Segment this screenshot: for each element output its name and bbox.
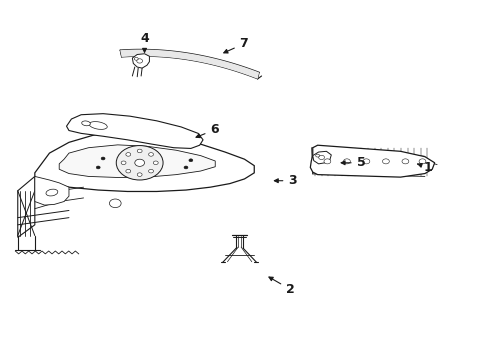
Polygon shape <box>66 114 203 148</box>
Polygon shape <box>120 49 259 79</box>
Text: 5: 5 <box>341 156 365 169</box>
Circle shape <box>137 149 142 153</box>
Text: 3: 3 <box>274 174 296 187</box>
Polygon shape <box>35 132 254 192</box>
Circle shape <box>188 159 192 162</box>
Polygon shape <box>312 151 330 164</box>
Circle shape <box>401 159 408 164</box>
Text: 2: 2 <box>268 277 294 296</box>
Ellipse shape <box>89 122 107 129</box>
Circle shape <box>125 169 130 173</box>
Circle shape <box>362 159 369 164</box>
Polygon shape <box>59 145 215 177</box>
Circle shape <box>135 159 144 166</box>
Circle shape <box>121 161 126 165</box>
Polygon shape <box>310 145 434 177</box>
Circle shape <box>148 153 153 156</box>
Circle shape <box>324 159 330 164</box>
Circle shape <box>125 153 130 156</box>
Circle shape <box>109 199 121 208</box>
Circle shape <box>148 169 153 173</box>
Circle shape <box>318 155 324 159</box>
Text: 1: 1 <box>417 161 431 174</box>
Polygon shape <box>132 54 149 68</box>
Circle shape <box>418 159 425 164</box>
Circle shape <box>134 57 138 60</box>
Circle shape <box>116 145 163 180</box>
Ellipse shape <box>81 121 90 126</box>
Text: 4: 4 <box>140 32 149 52</box>
Polygon shape <box>35 176 69 205</box>
Circle shape <box>137 173 142 176</box>
Circle shape <box>137 59 142 63</box>
Circle shape <box>96 166 100 169</box>
Polygon shape <box>18 176 35 237</box>
Circle shape <box>101 157 105 160</box>
Ellipse shape <box>46 189 58 196</box>
Circle shape <box>382 159 388 164</box>
Text: 6: 6 <box>196 123 219 138</box>
Circle shape <box>343 159 349 164</box>
Circle shape <box>153 161 158 165</box>
Circle shape <box>183 166 187 169</box>
Circle shape <box>315 154 319 157</box>
Text: 7: 7 <box>224 37 248 53</box>
